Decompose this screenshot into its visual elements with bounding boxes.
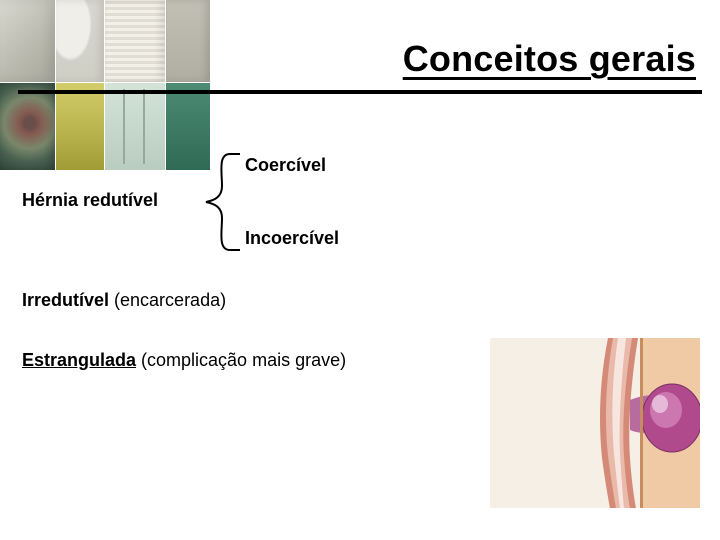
deco-block xyxy=(166,83,210,170)
deco-block xyxy=(166,0,210,82)
page-title: Conceitos gerais xyxy=(300,38,696,80)
deco-block xyxy=(105,0,165,82)
label-irredutivel: Irredutível (encarcerada) xyxy=(22,290,226,311)
deco-block xyxy=(56,0,104,82)
deco-block xyxy=(56,83,104,170)
label-estrangulada-bold: Estrangulada xyxy=(22,350,136,370)
hernia-illustration xyxy=(490,338,700,508)
label-estrangulada-paren: (complicação mais grave) xyxy=(136,350,346,370)
horizontal-rule xyxy=(18,90,702,94)
label-irredutivel-paren: (encarcerada) xyxy=(109,290,226,310)
label-incoercivel: Incoercível xyxy=(245,228,339,249)
deco-block xyxy=(105,83,165,170)
slide: Conceitos gerais Hérnia redutível Coercí… xyxy=(0,0,720,540)
decorative-photo-strip xyxy=(0,0,210,170)
label-estrangulada: Estrangulada (complicação mais grave) xyxy=(22,350,346,371)
label-irredutivel-bold: Irredutível xyxy=(22,290,109,310)
label-hernia-redutivel: Hérnia redutível xyxy=(22,190,158,211)
deco-block xyxy=(0,0,55,82)
label-coercivel: Coercível xyxy=(245,155,326,176)
deco-block xyxy=(0,83,55,170)
